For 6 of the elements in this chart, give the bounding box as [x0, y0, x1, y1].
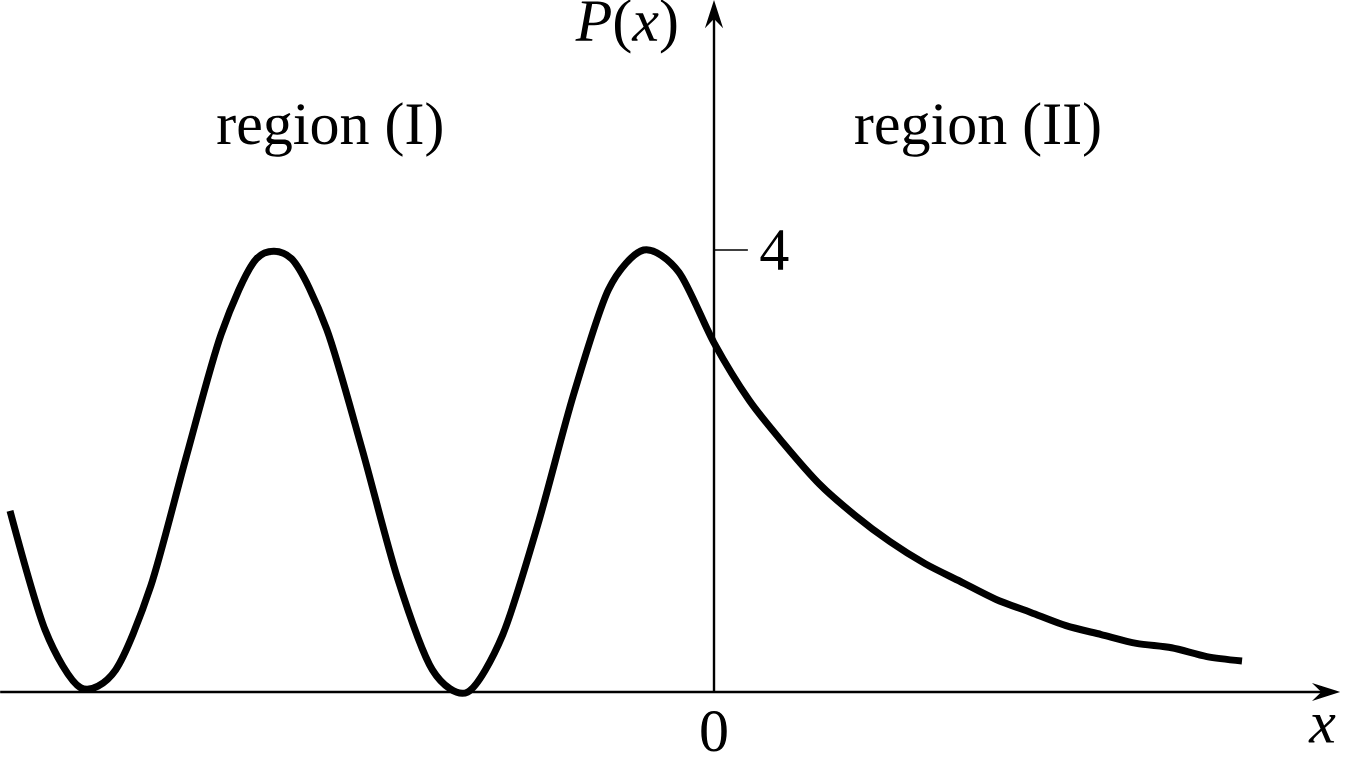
annotation: 4 — [760, 230, 789, 270]
x-axis-title: x — [1308, 715, 1336, 743]
text: region (II) — [855, 102, 1100, 157]
text: region (I) — [217, 102, 442, 157]
y-axis-title: P(x) — [575, 0, 677, 54]
text: 0 — [701, 711, 727, 752]
